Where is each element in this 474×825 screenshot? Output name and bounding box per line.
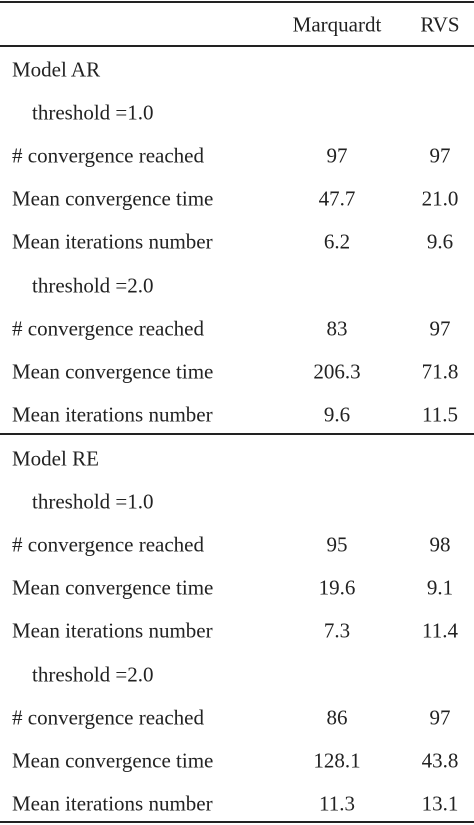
- row-label: # convergence reached: [12, 705, 204, 730]
- cell-value: 86: [326, 705, 348, 730]
- threshold-label: threshold =1.0: [32, 100, 154, 125]
- cell-value: 9.6: [426, 229, 454, 254]
- cell-value: 97: [429, 705, 451, 730]
- row-label: Mean iterations number: [12, 791, 213, 816]
- cell-value: 11.5: [422, 402, 458, 427]
- cell-value: 83: [326, 316, 348, 341]
- row-label: Mean iterations number: [12, 618, 213, 643]
- cell-value: 19.6: [318, 575, 356, 600]
- cell-value: 47.7: [318, 186, 356, 211]
- top-rule: [0, 1, 474, 3]
- cell-value: 98: [429, 532, 451, 557]
- column-header: Marquardt: [292, 12, 382, 37]
- header-rule: [0, 45, 474, 47]
- row-label: Mean convergence time: [12, 186, 214, 211]
- row-label: # convergence reached: [12, 532, 204, 557]
- cell-value: 13.1: [421, 791, 459, 816]
- cell-value: 9.6: [323, 402, 351, 427]
- cell-value: 97: [429, 143, 451, 168]
- row-label: Mean iterations number: [12, 402, 213, 427]
- cell-value: 128.1: [313, 748, 361, 773]
- model-label: Model AR: [12, 57, 101, 82]
- cell-value: 206.3: [313, 359, 361, 384]
- row-label: # convergence reached: [12, 143, 204, 168]
- section-rule: [0, 433, 474, 435]
- cell-value: 11.4: [422, 618, 458, 643]
- cell-value: 11.3: [319, 791, 355, 816]
- row-label: Mean convergence time: [12, 748, 214, 773]
- row-label: Mean convergence time: [12, 575, 214, 600]
- row-label: Mean iterations number: [12, 229, 213, 254]
- cell-value: 7.3: [323, 618, 351, 643]
- threshold-label: threshold =1.0: [32, 489, 154, 514]
- cell-value: 43.8: [421, 748, 459, 773]
- row-label: # convergence reached: [12, 316, 204, 341]
- column-header: RVS: [420, 12, 460, 37]
- threshold-label: threshold =2.0: [32, 662, 154, 686]
- threshold-label: threshold =2.0: [32, 273, 154, 297]
- model-label: Model RE: [12, 446, 99, 471]
- cell-value: 21.0: [421, 186, 459, 211]
- cell-value: 97: [326, 143, 348, 168]
- cell-value: 95: [326, 532, 348, 557]
- row-label: Mean convergence time: [12, 359, 214, 384]
- cell-value: 71.8: [421, 359, 459, 384]
- cell-value: 97: [429, 316, 451, 341]
- cell-value: 6.2: [323, 229, 351, 254]
- cell-value: 9.1: [426, 575, 454, 600]
- bottom-rule: [0, 821, 474, 823]
